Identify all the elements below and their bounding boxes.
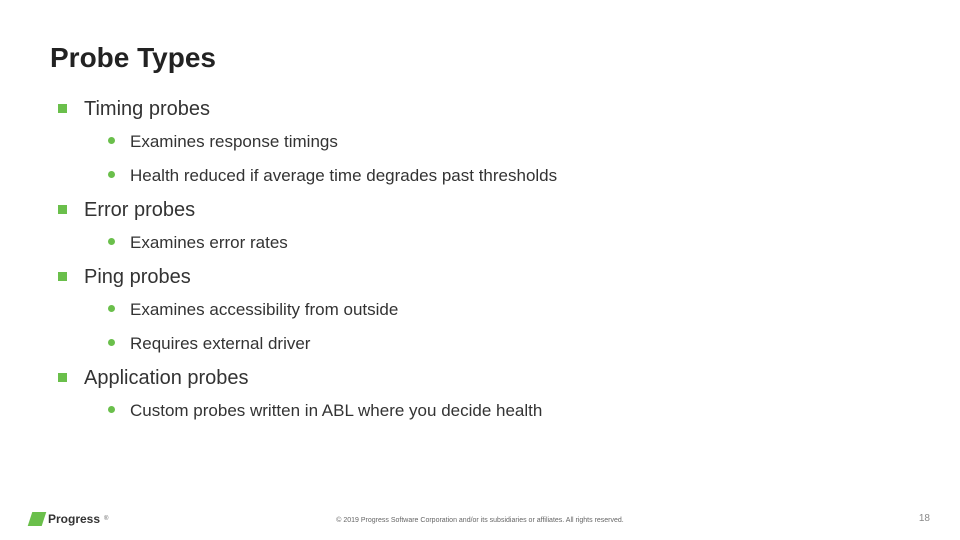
list-item: Ping probes Examines accessibility from … <box>58 266 910 355</box>
copyright-text: © 2019 Progress Software Corporation and… <box>0 517 960 524</box>
list-item: Requires external driver <box>108 333 910 355</box>
list-item-label: Error probes <box>84 199 195 221</box>
list-item-label: Requires external driver <box>130 334 310 353</box>
footer: Progress® © 2019 Progress Software Corpo… <box>0 504 960 528</box>
list-item-label: Application probes <box>84 367 249 389</box>
bullet-list-level2: Examines error rates <box>84 232 910 254</box>
list-item-label: Custom probes written in ABL where you d… <box>130 401 542 420</box>
page-number: 18 <box>919 513 930 524</box>
bullet-list-level2: Examines accessibility from outside Requ… <box>84 299 910 355</box>
list-item: Health reduced if average time degrades … <box>108 165 910 187</box>
list-item: Examines accessibility from outside <box>108 299 910 321</box>
list-item-label: Ping probes <box>84 266 191 288</box>
slide: Probe Types Timing probes Examines respo… <box>0 0 960 540</box>
list-item: Custom probes written in ABL where you d… <box>108 400 910 422</box>
list-item-label: Examines error rates <box>130 233 288 252</box>
list-item: Examines error rates <box>108 232 910 254</box>
list-item-label: Examines accessibility from outside <box>130 300 398 319</box>
list-item: Application probes Custom probes written… <box>58 367 910 422</box>
list-item-label: Health reduced if average time degrades … <box>130 166 557 185</box>
list-item-label: Timing probes <box>84 98 210 120</box>
list-item: Examines response timings <box>108 131 910 153</box>
bullet-list-level2: Custom probes written in ABL where you d… <box>84 400 910 422</box>
list-item: Error probes Examines error rates <box>58 199 910 254</box>
list-item-label: Examines response timings <box>130 132 338 151</box>
slide-title: Probe Types <box>50 42 910 74</box>
list-item: Timing probes Examines response timings … <box>58 98 910 187</box>
bullet-list-level1: Timing probes Examines response timings … <box>50 98 910 423</box>
bullet-list-level2: Examines response timings Health reduced… <box>84 131 910 187</box>
